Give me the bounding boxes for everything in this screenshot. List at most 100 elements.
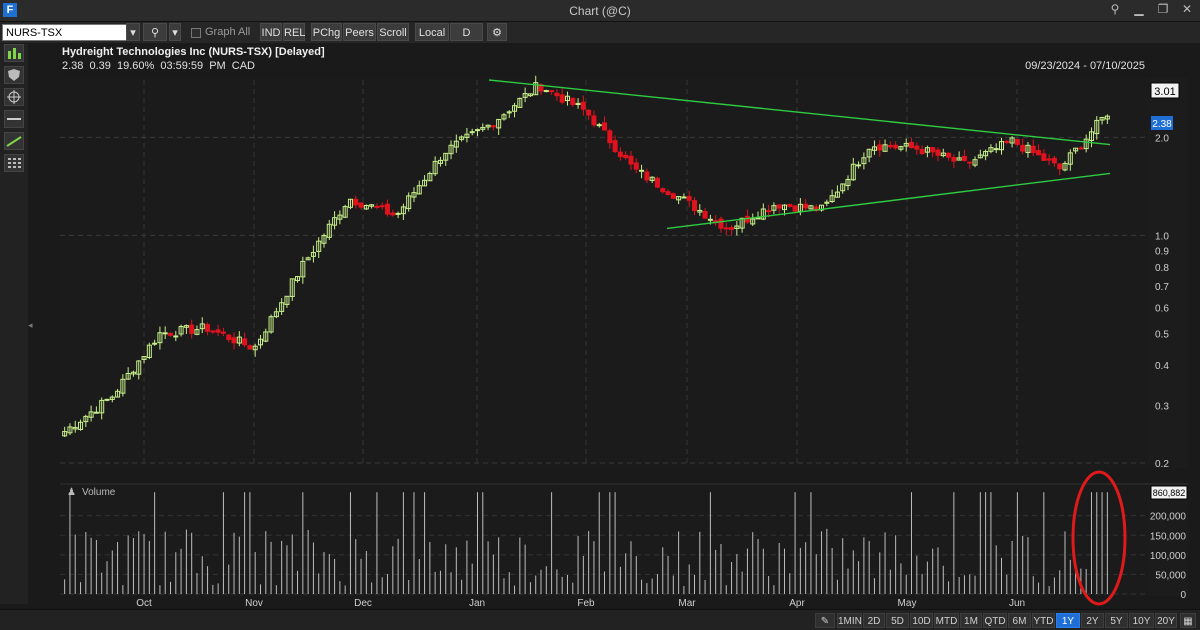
candle-body	[432, 160, 438, 175]
candle-body	[644, 171, 650, 181]
price-tick-9: 0.2	[1155, 459, 1169, 470]
candle-body	[554, 92, 560, 97]
timeframe-bar: ✎ 1MIN 2D 5D 10D MTD 1M QTD 6M YTD 1Y 2Y 5Y 10Y 20Y ▦	[0, 609, 1200, 630]
bar-chart-tool-icon[interactable]	[4, 44, 24, 62]
settings-gear-icon[interactable]: ⚙	[487, 23, 507, 41]
search-dropdown-icon[interactable]: ▾	[169, 23, 181, 41]
candlestick-series	[62, 75, 1110, 438]
candle-body	[252, 345, 258, 351]
candle-body	[1057, 163, 1063, 170]
candle-body	[1036, 150, 1042, 156]
timeframe-1y[interactable]: 1Y	[1056, 613, 1080, 628]
scroll-button[interactable]: Scroll	[377, 23, 409, 41]
candle-body	[988, 147, 994, 152]
timeframe-1m[interactable]: 1M	[960, 613, 982, 628]
candle-body	[808, 205, 814, 210]
candle-body	[866, 148, 872, 158]
candle-body	[697, 209, 703, 213]
volume-tick-3: 50,000	[1155, 570, 1186, 581]
candle-body	[956, 157, 962, 161]
crosshair-tool-icon[interactable]	[4, 88, 24, 106]
timeframe-20y[interactable]: 20Y	[1155, 613, 1177, 628]
month-label-6: Apr	[789, 598, 805, 609]
candle-body	[570, 97, 576, 106]
candle-body	[586, 109, 592, 116]
candle-body	[162, 332, 168, 335]
volume-tick-0: 200,000	[1150, 512, 1187, 523]
candle-body	[337, 214, 343, 220]
candle-body	[787, 203, 793, 207]
volume-pane-icon[interactable]: ♟	[67, 487, 76, 498]
symbol-dropdown-icon[interactable]: ▾	[126, 23, 140, 41]
candle-body	[67, 426, 73, 434]
timeframe-5y[interactable]: 5Y	[1105, 613, 1128, 628]
timeframe-mtd[interactable]: MTD	[934, 613, 959, 628]
pin-icon[interactable]: ✎	[815, 613, 835, 628]
interval-button[interactable]: D	[450, 23, 483, 41]
candle-body	[1020, 144, 1026, 152]
horizontal-line-tool-icon[interactable]	[4, 110, 24, 128]
month-label-4: Feb	[577, 598, 595, 609]
candle-body	[1030, 145, 1036, 154]
candle-body	[840, 183, 846, 192]
candle-body	[236, 336, 242, 344]
candle-body	[781, 204, 787, 211]
timeframe-qtd[interactable]: QTD	[983, 613, 1007, 628]
candle-body	[347, 198, 353, 208]
candle-body	[766, 210, 772, 213]
timeframe-5d[interactable]: 5D	[886, 613, 909, 628]
candle-body	[755, 217, 761, 220]
search-icon[interactable]: ⚲	[143, 23, 167, 41]
upper-trendline[interactable]	[488, 79, 1111, 146]
graph-all-checkbox[interactable]	[191, 28, 201, 38]
candle-body	[411, 192, 417, 198]
peers-button[interactable]: Peers	[343, 23, 376, 41]
grid-tool-icon[interactable]	[4, 154, 24, 172]
price-tick-4: 0.7	[1155, 282, 1169, 293]
last-marker: 2.38	[1152, 119, 1172, 130]
timeframe-10y[interactable]: 10Y	[1129, 613, 1154, 628]
candle-body	[295, 276, 301, 282]
lower-trendline[interactable]	[666, 172, 1111, 230]
window-titlebar: F Chart (@C) ⚲ ▁ ❐ ✕	[0, 0, 1200, 22]
calendar-icon[interactable]: ▦	[1180, 613, 1196, 628]
candle-body	[379, 205, 385, 208]
candle-body	[99, 399, 105, 414]
candle-body	[665, 191, 671, 196]
timeframe-ytd[interactable]: YTD	[1032, 613, 1055, 628]
candle-body	[194, 329, 200, 335]
timeframe-2y[interactable]: 2Y	[1081, 613, 1104, 628]
price-chart[interactable]: 2.0 1.0 0.9 0.8 0.7 0.6 0.5 0.4 0.3 0.2 3.01 2.38…	[0, 0, 1200, 610]
pchg-button[interactable]: PChg	[311, 23, 342, 41]
shield-tool-icon[interactable]	[4, 66, 24, 84]
local-button[interactable]: Local	[415, 23, 449, 41]
candle-body	[1104, 115, 1110, 120]
candle-body	[125, 373, 131, 380]
collapse-panel-icon[interactable]: ◂	[28, 320, 33, 330]
restore-icon[interactable]: ❐	[1157, 2, 1169, 16]
candle-body	[496, 118, 502, 129]
ind-button[interactable]: IND	[260, 23, 282, 41]
timeframe-1min[interactable]: 1MIN	[837, 613, 862, 628]
candle-body	[490, 125, 496, 128]
candle-body	[961, 155, 967, 161]
candle-body	[670, 193, 676, 199]
candle-body	[882, 144, 888, 152]
rel-button[interactable]: REL	[283, 23, 305, 41]
candle-body	[215, 329, 221, 333]
timeframe-10d[interactable]: 10D	[910, 613, 933, 628]
candle-body	[1099, 116, 1105, 121]
timeframe-2d[interactable]: 2D	[863, 613, 885, 628]
candle-body	[623, 154, 629, 159]
candle-body	[485, 124, 491, 128]
candle-body	[1088, 131, 1094, 141]
candle-body	[527, 93, 533, 97]
timeframe-6m[interactable]: 6M	[1008, 613, 1031, 628]
candle-body	[654, 177, 660, 188]
trendline-tool-icon[interactable]	[4, 132, 24, 150]
candle-body	[189, 324, 195, 334]
link-icon[interactable]: ⚲	[1110, 2, 1120, 16]
month-axis: Oct Nov Dec Jan Feb Mar Apr May Jun	[136, 598, 1025, 609]
minimize-icon[interactable]: ▁	[1134, 2, 1144, 16]
close-icon[interactable]: ✕	[1181, 2, 1193, 16]
